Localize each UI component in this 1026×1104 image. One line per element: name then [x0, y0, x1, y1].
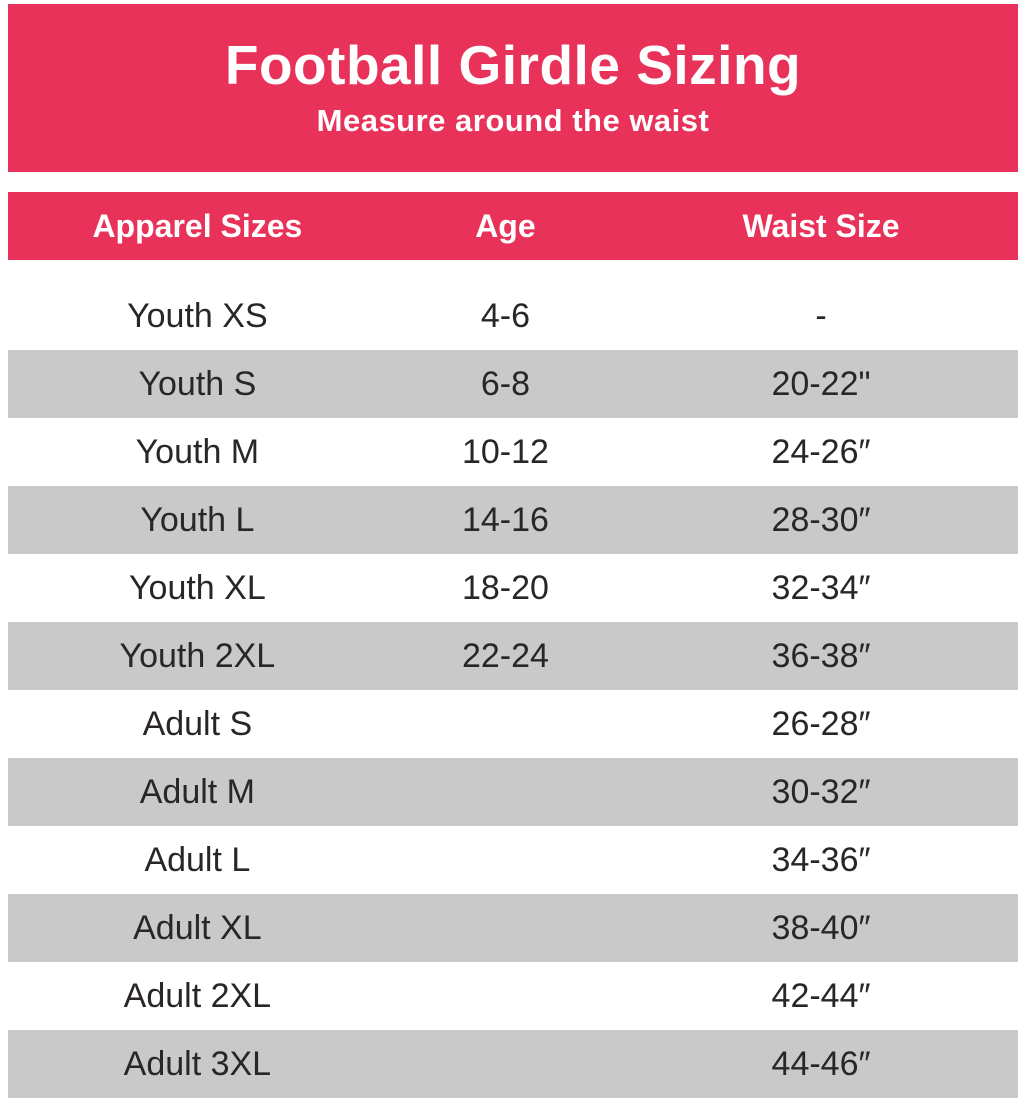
- table-header-row: Apparel Sizes Age Waist Size: [8, 192, 1018, 260]
- table-row: Adult M 30-32″: [8, 758, 1018, 826]
- cell-age: 4-6: [480, 296, 530, 335]
- cell-age: 6-8: [480, 364, 530, 403]
- table-row: Adult 2XL 42-44″: [8, 962, 1018, 1030]
- cell-size: Youth M: [135, 432, 260, 471]
- cell-waist: 44-46″: [771, 1044, 871, 1083]
- cell-waist: 26-28″: [771, 704, 871, 743]
- cell-size: Adult XL: [133, 908, 262, 947]
- table-row: Youth L 14-16 28-30″: [8, 486, 1018, 554]
- table-body: Youth XS 4-6 - Youth S 6-8 20-22" Youth M 10-12…: [8, 282, 1018, 1098]
- table-row: Adult 3XL 44-46″: [8, 1030, 1018, 1098]
- table-row: Youth 2XL 22-24 36-38″: [8, 622, 1018, 690]
- table-row: Youth XS 4-6 -: [8, 282, 1018, 350]
- cell-size: Adult M: [139, 772, 255, 811]
- cell-size: Adult S: [142, 704, 253, 743]
- cell-waist: 42-44″: [771, 976, 871, 1015]
- cell-size: Youth XL: [128, 568, 266, 607]
- cell-size: Youth XS: [127, 296, 268, 335]
- table-row: Adult XL 38-40″: [8, 894, 1018, 962]
- column-header-age: Age: [475, 207, 536, 244]
- table-row: Youth XL 18-20 32-34″: [8, 554, 1018, 622]
- cell-waist: 36-38″: [771, 636, 871, 675]
- cell-size: Youth L: [140, 500, 255, 539]
- cell-size: Adult L: [144, 840, 251, 879]
- cell-waist: 32-34″: [771, 568, 871, 607]
- cell-size: Adult 2XL: [123, 976, 272, 1015]
- cell-size: Youth S: [138, 364, 257, 403]
- cell-age: 10-12: [461, 432, 549, 471]
- column-header-apparel-sizes: Apparel Sizes: [92, 207, 303, 244]
- cell-waist: 34-36″: [771, 840, 871, 879]
- chart-title-banner: Football Girdle Sizing Measure around th…: [8, 4, 1018, 172]
- cell-age: 14-16: [461, 500, 549, 539]
- cell-waist: 20-22": [771, 364, 871, 403]
- cell-size: Adult 3XL: [123, 1044, 272, 1083]
- table-row: Youth M 10-12 24-26″: [8, 418, 1018, 486]
- chart-title: Football Girdle Sizing: [224, 34, 802, 97]
- cell-waist: 38-40″: [771, 908, 871, 947]
- table-row: Youth S 6-8 20-22": [8, 350, 1018, 418]
- chart-subtitle: Measure around the waist: [316, 102, 710, 138]
- cell-waist: 28-30″: [771, 500, 871, 539]
- table-row: Adult S 26-28″: [8, 690, 1018, 758]
- column-header-waist-size: Waist Size: [742, 207, 900, 244]
- cell-waist: -: [815, 296, 827, 335]
- table-row: Adult L 34-36″: [8, 826, 1018, 894]
- cell-age: 22-24: [461, 636, 549, 675]
- cell-waist: 30-32″: [771, 772, 871, 811]
- cell-age: 18-20: [461, 568, 549, 607]
- cell-waist: 24-26″: [771, 432, 871, 471]
- cell-size: Youth 2XL: [119, 636, 276, 675]
